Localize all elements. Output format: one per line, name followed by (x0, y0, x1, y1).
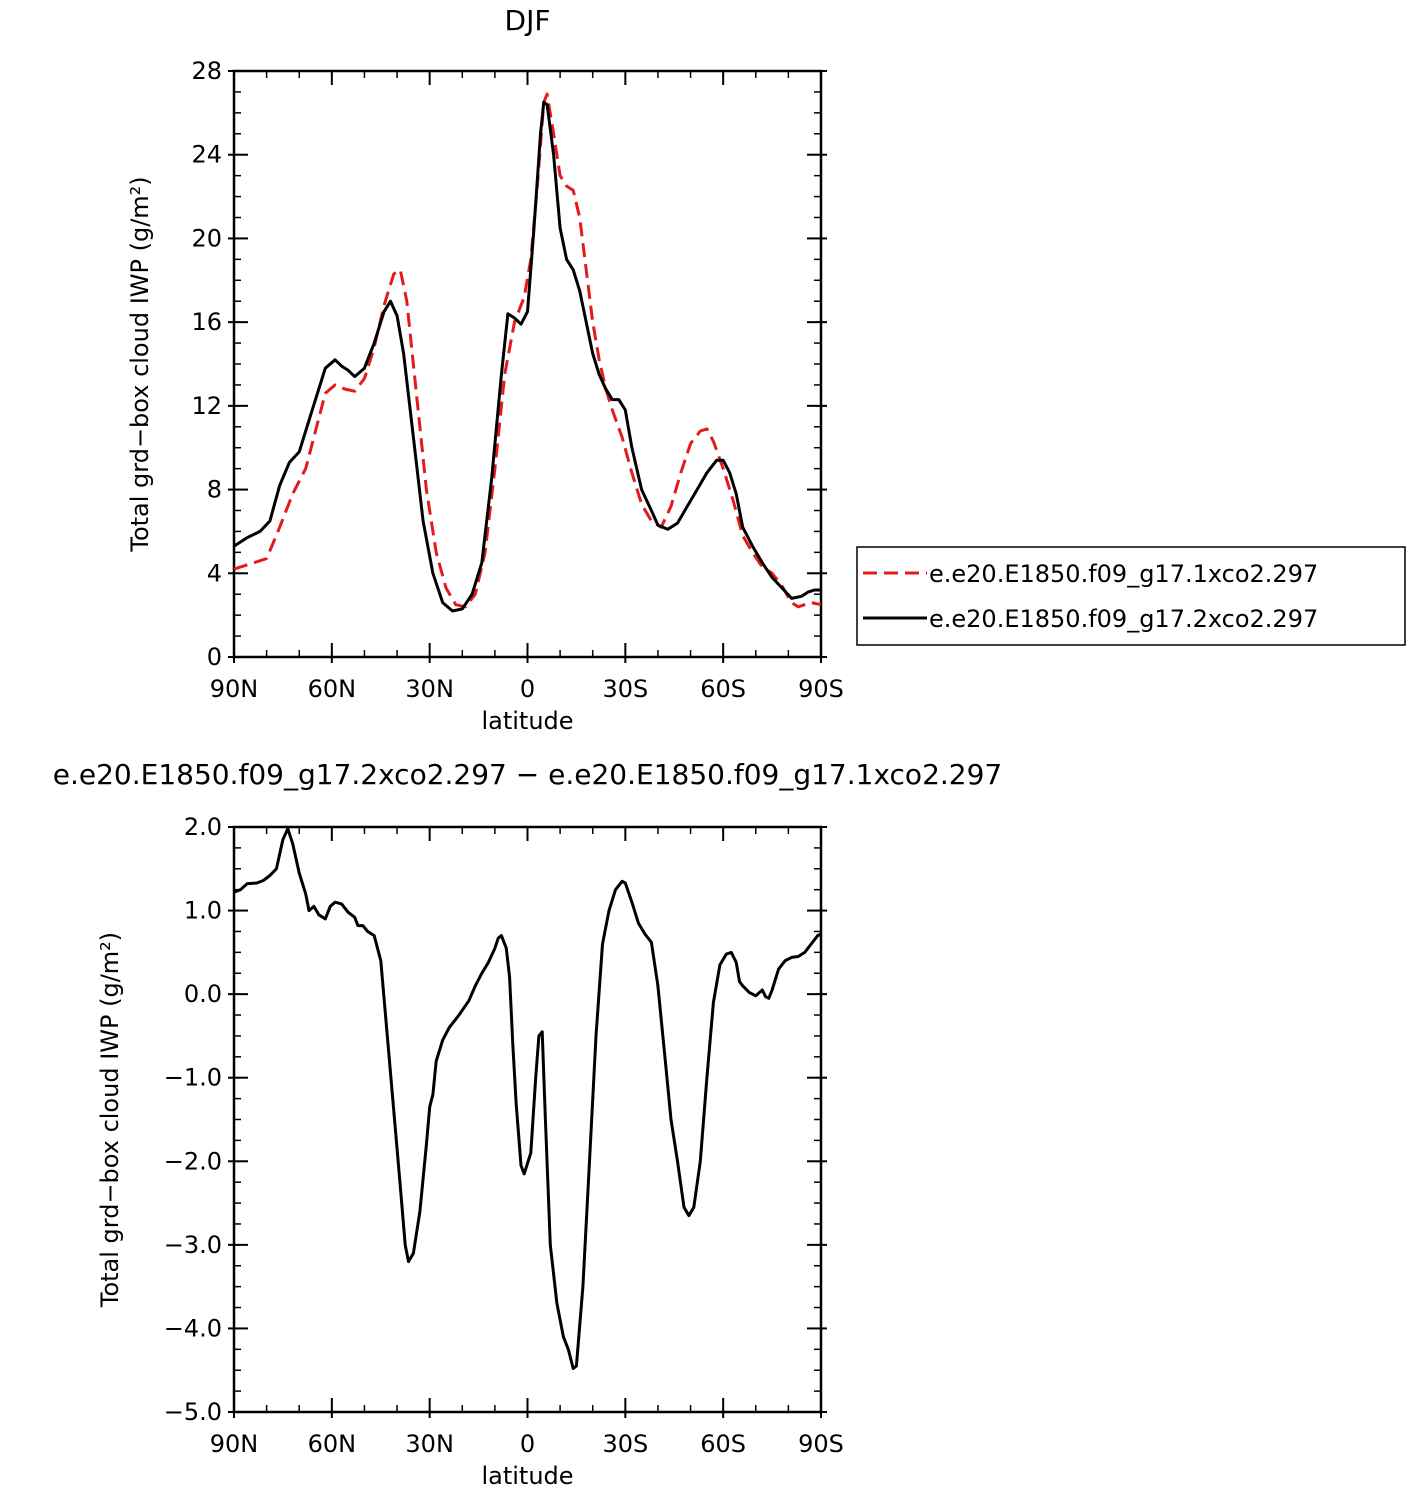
legend-entry-2: e.e20.E1850.f09_g17.2xco2.297 (929, 605, 1318, 633)
y-tick-label: −2.0 (164, 1147, 222, 1175)
y-tick-label: 20 (191, 224, 222, 252)
x-axis-title: latitude (481, 707, 573, 735)
legend-box (856, 546, 1406, 646)
y-tick-label: −1.0 (164, 1064, 222, 1092)
x-tick-label: 30S (602, 1430, 648, 1458)
y-axis-title: Total grd−box cloud IWP (g/m²) (126, 176, 154, 552)
y-axis-title: Total grd−box cloud IWP (g/m²) (96, 932, 124, 1308)
y-tick-label: 12 (191, 392, 222, 420)
series-line-1 (233, 92, 822, 609)
x-tick-label: 90N (210, 675, 259, 703)
x-tick-label: 0 (520, 675, 535, 703)
x-tick-label: 90N (210, 1430, 259, 1458)
x-tick-label: 60S (700, 675, 746, 703)
chart-title: DJF (505, 4, 551, 37)
y-tick-label: −5.0 (164, 1398, 222, 1426)
y-tick-label: 1.0 (184, 897, 222, 925)
legend-entry-1: e.e20.E1850.f09_g17.1xco2.297 (929, 560, 1318, 588)
chart-title: e.e20.E1850.f09_g17.2xco2.297 − e.e20.E1… (53, 758, 1002, 791)
series-line-2 (233, 100, 821, 613)
y-tick-label: −3.0 (164, 1231, 222, 1259)
plot-frame (232, 825, 823, 1414)
difference-chart: e.e20.E1850.f09_g17.2xco2.297 − e.e20.E1… (53, 758, 1002, 1490)
y-tick-label: 24 (191, 141, 222, 169)
y-tick-label: 4 (207, 559, 222, 587)
x-tick-label: 30S (602, 675, 648, 703)
x-tick-label: 60N (308, 675, 357, 703)
x-tick-label: 60S (700, 1430, 746, 1458)
y-tick-label: 16 (191, 308, 222, 336)
y-tick-label: 0 (207, 643, 222, 671)
top-chart: DJF 90N 60N 30N 0 30S 60S 90S 0 4 8 12 16 20 24 28 latit… (126, 4, 844, 735)
y-tick-label: 2.0 (184, 813, 222, 841)
legend: e.e20.E1850.f09_g17.1xco2.297 e.e20.E1850… (856, 546, 1406, 646)
x-tick-label: 90S (798, 675, 844, 703)
x-tick-label: 30N (405, 1430, 454, 1458)
x-tick-label: 60N (308, 1430, 357, 1458)
series-line-1 (233, 827, 822, 1370)
plot-frame (232, 69, 823, 659)
y-tick-label: −4.0 (164, 1314, 222, 1342)
y-tick-label: 8 (207, 476, 222, 504)
y-tick-label: 28 (191, 57, 222, 85)
y-tick-label: 0.0 (184, 980, 222, 1008)
x-tick-label: 90S (798, 1430, 844, 1458)
x-axis-title: latitude (481, 1462, 573, 1490)
x-tick-label: 0 (520, 1430, 535, 1458)
x-tick-label: 30N (405, 675, 454, 703)
